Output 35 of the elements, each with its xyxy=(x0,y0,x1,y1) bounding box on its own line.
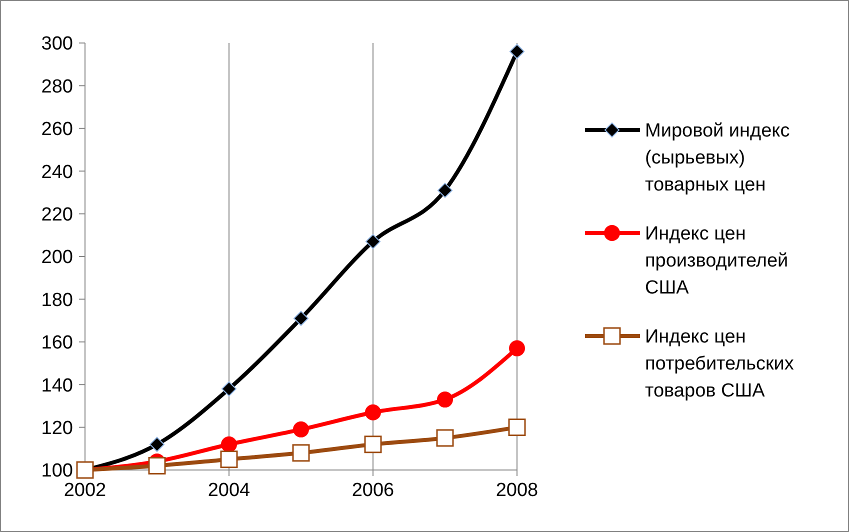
point xyxy=(293,421,309,438)
point xyxy=(292,444,310,462)
y-tick-label: 220 xyxy=(41,204,73,226)
point xyxy=(509,340,525,356)
y-tick-label: 160 xyxy=(41,332,73,354)
y-tick-label: 180 xyxy=(41,290,73,311)
y-tick-label: 140 xyxy=(41,375,73,396)
point xyxy=(220,450,238,468)
point xyxy=(148,456,166,474)
point xyxy=(222,381,236,396)
point xyxy=(366,234,380,250)
legend-label: Индекс цен потребительских товаров США xyxy=(645,326,794,402)
y-tick-label: 300 xyxy=(41,34,73,55)
y-tick-label: 100 xyxy=(41,460,73,482)
y-tick-label: 260 xyxy=(41,119,73,140)
x-tick-label: 2006 xyxy=(352,480,394,501)
point xyxy=(365,404,381,420)
legend-label: Индекс цен производителей США xyxy=(645,224,788,299)
x-tick-label: 2002 xyxy=(64,480,106,501)
point xyxy=(364,436,382,454)
x-tick-label: 2004 xyxy=(208,480,251,501)
point xyxy=(294,310,308,326)
point xyxy=(437,392,453,408)
point xyxy=(221,436,237,452)
y-tick-label: 200 xyxy=(41,247,73,268)
x-tick-label: 2008 xyxy=(496,480,538,501)
y-tick-label: 240 xyxy=(41,162,73,183)
y-tick-label: 280 xyxy=(41,76,73,98)
y-tick-label: 120 xyxy=(41,418,73,439)
point xyxy=(510,44,524,60)
legend-label: Мировой индекс (сырьевых) товарных цен xyxy=(645,120,790,196)
point xyxy=(436,429,454,447)
point xyxy=(150,436,164,452)
point xyxy=(508,418,526,436)
point xyxy=(438,182,452,198)
